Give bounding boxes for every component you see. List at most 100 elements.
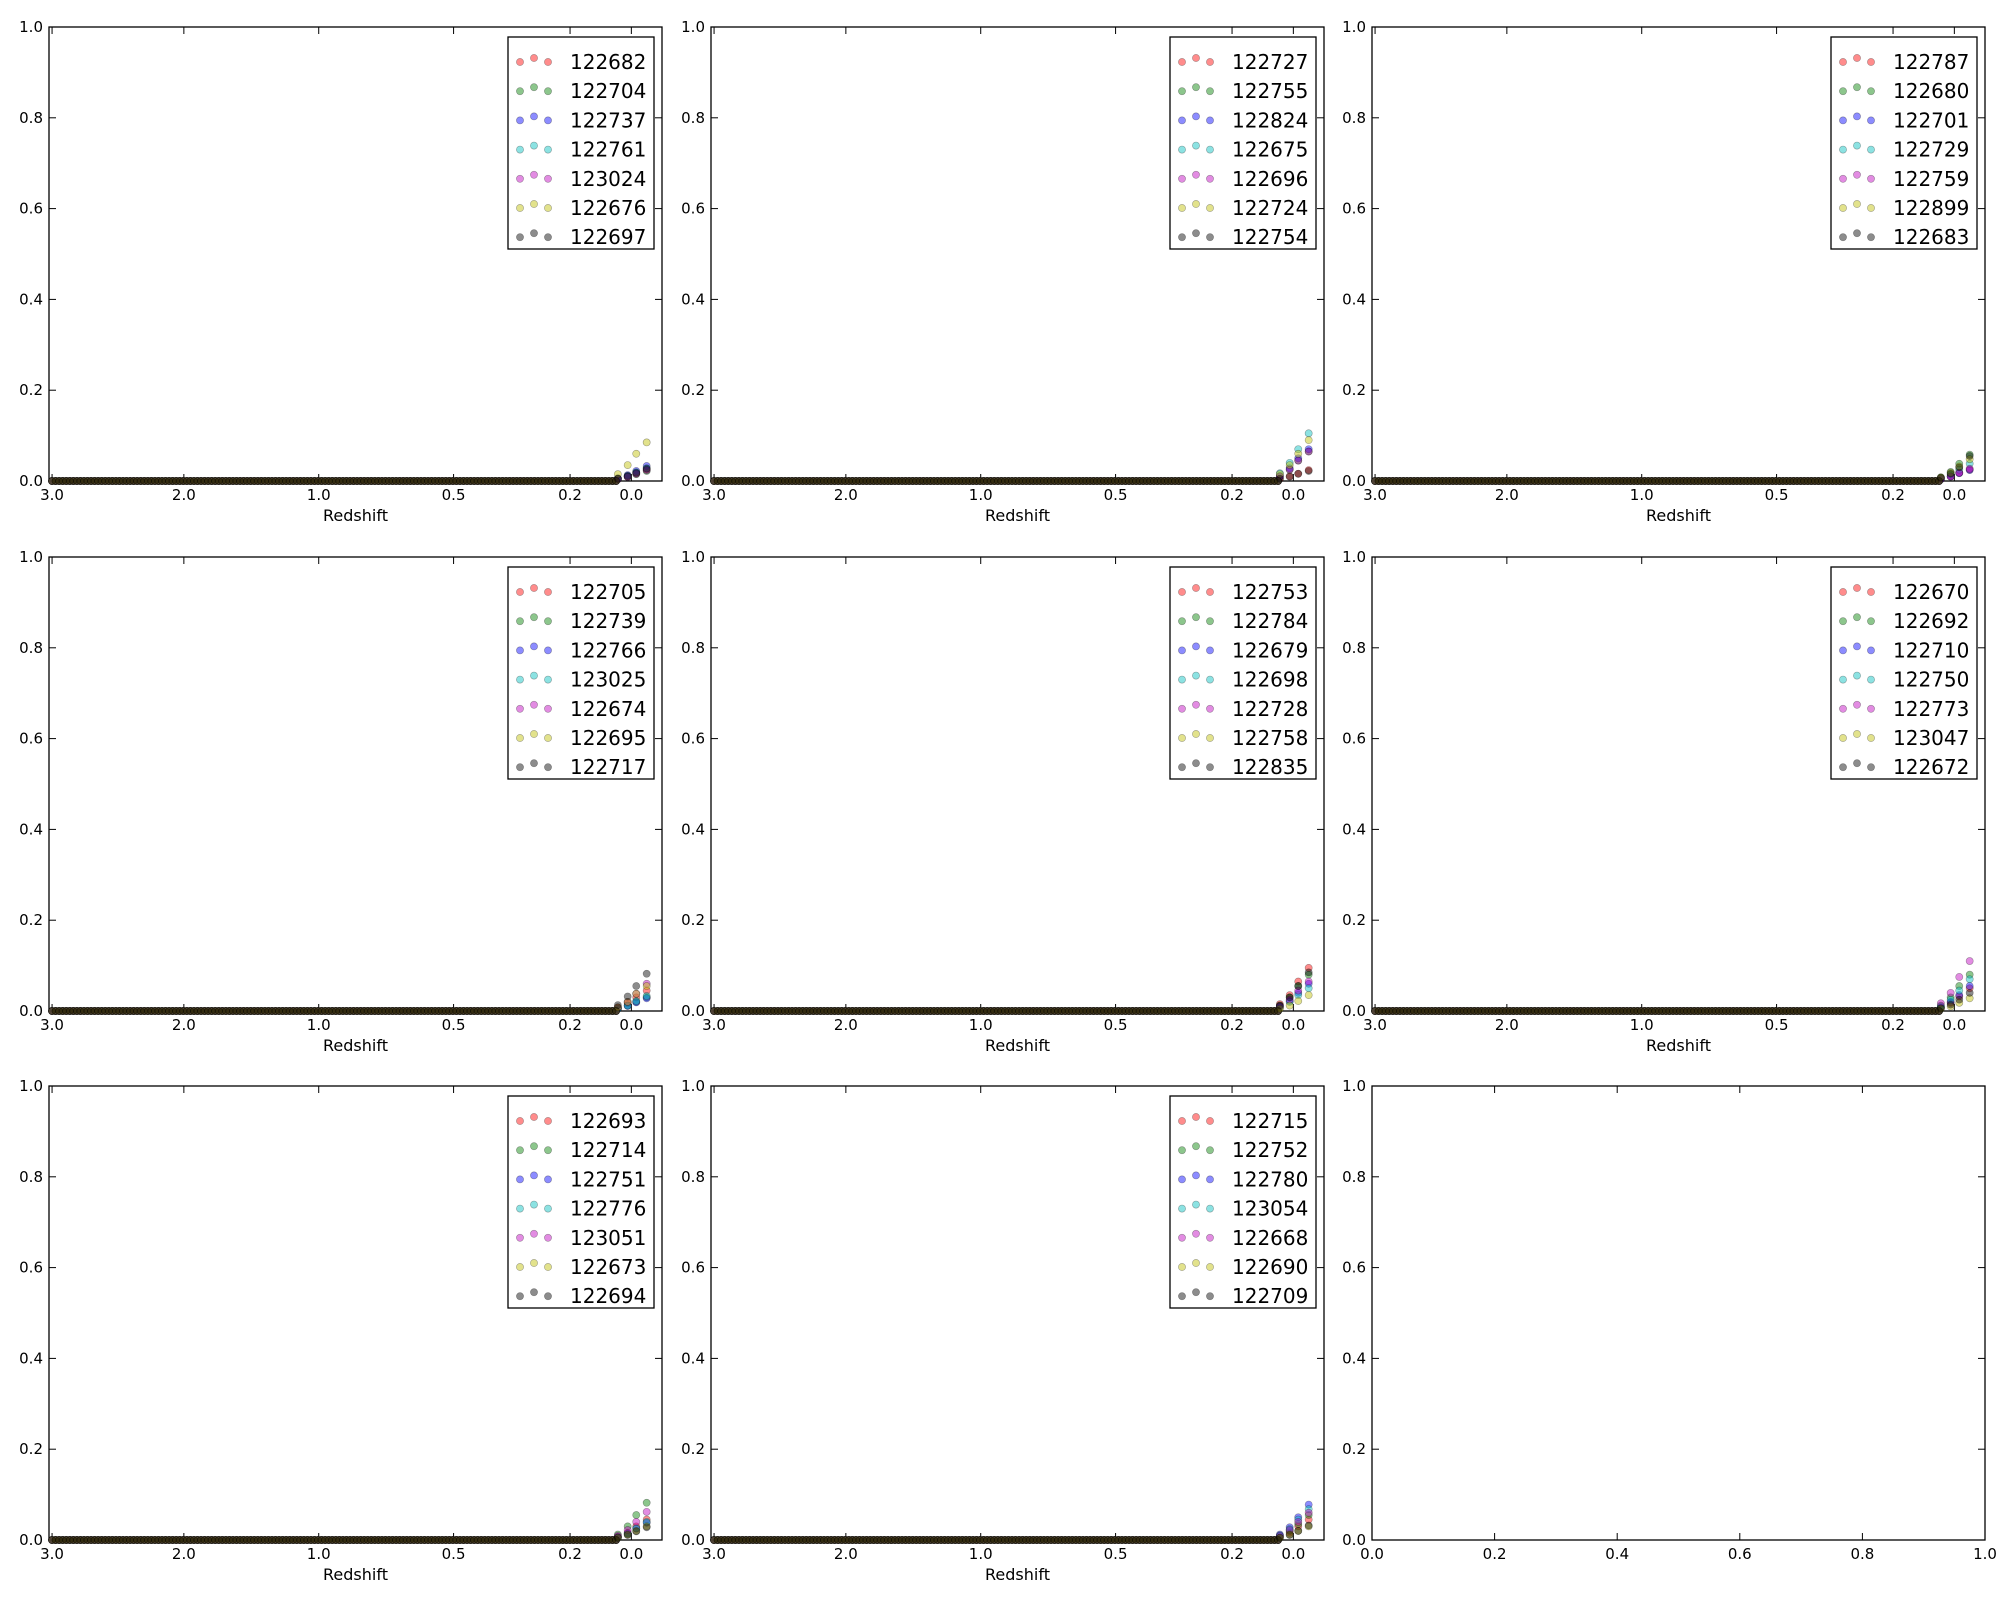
legend-label: 122682 — [570, 50, 646, 74]
data-point — [632, 989, 641, 998]
data-point — [632, 449, 641, 458]
data-point — [613, 1001, 622, 1009]
y-tick-label: 0.4 — [19, 290, 43, 308]
data-point — [97, 477, 106, 485]
data-point — [51, 477, 60, 485]
legend-marker — [1178, 233, 1186, 242]
data-point — [94, 477, 103, 485]
data-point — [285, 477, 294, 485]
legend-marker — [530, 141, 538, 150]
legend-marker — [1839, 58, 1847, 66]
data-point — [1285, 472, 1294, 481]
legend-label: 122737 — [570, 108, 646, 132]
y-tick-label: 1.0 — [19, 18, 43, 36]
y-tick-label: 1.0 — [681, 548, 705, 566]
data-point — [289, 477, 298, 485]
data-point — [122, 477, 131, 485]
legend: 1227271227551228241226751226961227241227… — [1169, 36, 1317, 250]
legend-marker — [516, 174, 524, 183]
data-point — [126, 477, 134, 485]
data-point — [632, 468, 641, 477]
legend-label: 122683 — [1893, 225, 1969, 249]
x-tick-label: 0.2 — [1881, 486, 1905, 504]
legend-label: 122729 — [1893, 138, 1969, 162]
legend-marker — [1178, 58, 1186, 66]
legend-marker — [544, 734, 552, 742]
data-point — [282, 477, 291, 485]
data-point — [1294, 449, 1303, 458]
data-point — [236, 477, 244, 485]
data-point — [1304, 467, 1313, 475]
data-point — [324, 477, 333, 485]
legend-marker — [1192, 200, 1200, 208]
data-point — [374, 477, 383, 485]
data-point — [642, 438, 651, 447]
legend-marker — [1178, 204, 1186, 212]
legend-marker — [1192, 83, 1200, 92]
legend-label: 122675 — [1232, 138, 1308, 162]
legend-marker — [1867, 58, 1875, 66]
x-tick-label: 0.5 — [442, 486, 466, 504]
data-point — [360, 477, 369, 485]
data-point — [58, 477, 67, 485]
legend-marker — [530, 584, 538, 592]
data-point — [172, 477, 181, 485]
data-point — [388, 477, 397, 485]
legend-marker — [1192, 112, 1200, 121]
y-tick-label: 0.4 — [1342, 290, 1366, 308]
x-tick-label: 3.0 — [40, 486, 64, 504]
legend-marker — [1192, 229, 1200, 238]
legend-marker — [1178, 145, 1186, 154]
legend-marker — [1839, 87, 1847, 96]
legend-marker — [544, 204, 552, 212]
data-point — [314, 477, 322, 485]
data-point — [1965, 452, 1974, 460]
panel-1: 0.00.20.40.60.81.03.0 2.0 1.0 0.5 0.2 0.0Reds… — [19, 18, 663, 525]
x-axis-label: Redshift — [985, 506, 1050, 525]
x-tick-label: 2.0 — [834, 486, 858, 504]
data-point — [632, 982, 641, 990]
data-point — [90, 477, 99, 485]
data-point — [257, 477, 266, 485]
legend-marker — [1178, 87, 1186, 96]
data-point — [1955, 463, 1964, 472]
legend-marker — [1867, 116, 1875, 125]
legend-label: 122724 — [1232, 196, 1308, 220]
x-tick-label: 0.5 — [1104, 1016, 1128, 1034]
data-point — [1294, 469, 1303, 478]
legend-marker — [1206, 116, 1214, 125]
data-point — [1304, 447, 1313, 456]
data-point — [264, 477, 273, 485]
data-point — [108, 477, 117, 485]
legend-marker — [1839, 233, 1847, 242]
legend-label: 122754 — [1232, 225, 1308, 249]
legend-label: 122761 — [570, 138, 646, 162]
legend-marker — [530, 229, 538, 238]
data-point — [55, 477, 64, 485]
legend-marker — [516, 58, 524, 66]
legend-marker — [1206, 174, 1214, 183]
data-point — [399, 477, 408, 485]
legend-marker — [530, 700, 538, 709]
y-tick-label: 0.8 — [681, 109, 705, 127]
data-point — [119, 477, 127, 485]
data-point — [229, 477, 237, 485]
data-point — [402, 477, 411, 485]
y-tick-label: 0.4 — [681, 820, 705, 838]
data-point — [65, 477, 74, 485]
data-point — [1946, 469, 1955, 478]
legend-marker — [1839, 174, 1847, 183]
legend-label: 122697 — [570, 225, 646, 249]
data-point — [80, 477, 88, 485]
data-point — [370, 477, 379, 485]
legend-marker — [516, 588, 524, 596]
y-tick-label: 0.4 — [19, 820, 43, 838]
x-axis-label: Redshift — [1646, 506, 1711, 525]
series-122682 — [48, 465, 651, 485]
legend-marker — [1853, 200, 1861, 208]
data-point — [243, 477, 252, 485]
data-point — [151, 477, 159, 485]
legend-marker — [1867, 145, 1875, 154]
x-tick-label: 3.0 — [40, 1016, 64, 1034]
legend-marker — [1206, 233, 1214, 242]
